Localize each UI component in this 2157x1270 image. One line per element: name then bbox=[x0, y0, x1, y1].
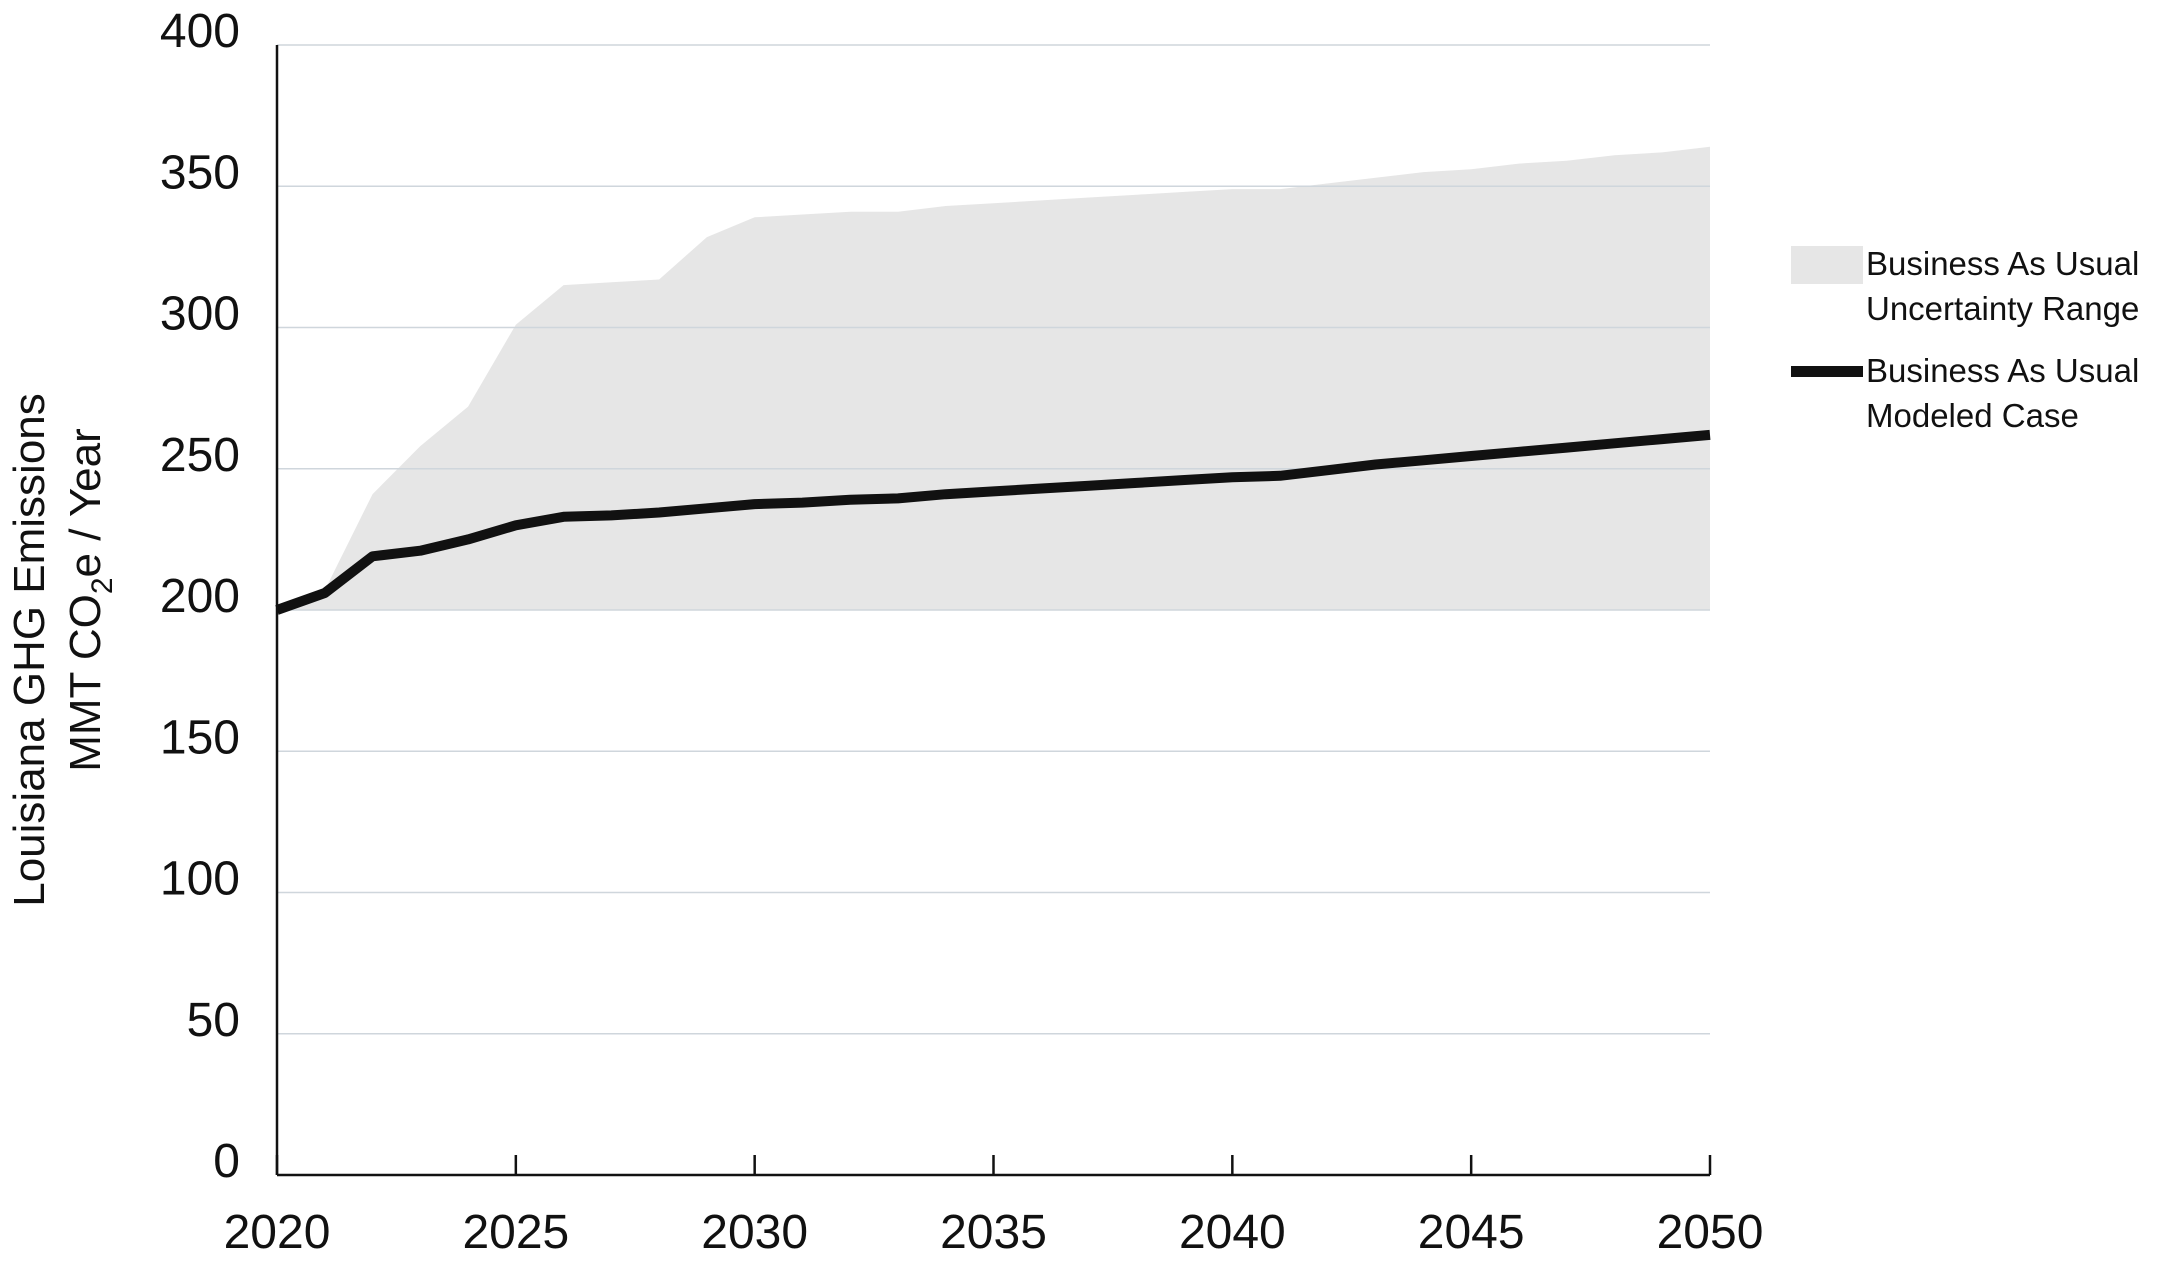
y-axis-title-subscript: 2 bbox=[86, 577, 119, 594]
legend-label-band-line-2: Uncertainty Range bbox=[1866, 290, 2139, 327]
y-tick-label-250: 250 bbox=[160, 429, 240, 482]
modeled-case-line bbox=[275, 429, 1711, 615]
axes bbox=[275, 45, 1712, 1177]
modeled-case-line-layer bbox=[275, 429, 1711, 615]
x-tick-label-2020: 2020 bbox=[224, 1206, 331, 1259]
uncertainty-band-layer bbox=[277, 146, 1710, 610]
uncertainty-band-area bbox=[277, 146, 1710, 610]
y-axis-title-line-1: Louisiana GHG Emissions bbox=[5, 393, 54, 907]
x-tick-label-2035: 2035 bbox=[940, 1206, 1047, 1259]
y-tick-label-400: 400 bbox=[160, 5, 240, 58]
y-tick-label-150: 150 bbox=[160, 711, 240, 764]
legend-label-line-line-1: Business As Usual bbox=[1866, 352, 2139, 389]
x-tick-label-2025: 2025 bbox=[462, 1206, 569, 1259]
legend: Business As Usual Uncertainty Range Busi… bbox=[1791, 245, 2139, 434]
x-tick-label-2040: 2040 bbox=[1179, 1206, 1286, 1259]
y-tick-label-350: 350 bbox=[160, 146, 240, 199]
y-tick-label-0: 0 bbox=[213, 1135, 240, 1188]
gridlines bbox=[277, 44, 1710, 1035]
y-tick-label-200: 200 bbox=[160, 570, 240, 623]
legend-label-line-line-2: Modeled Case bbox=[1866, 397, 2079, 434]
y-tick-label-300: 300 bbox=[160, 288, 240, 341]
x-tick-label-2045: 2045 bbox=[1418, 1206, 1525, 1259]
legend-swatch-line bbox=[1791, 366, 1863, 377]
y-axis-title-prefix: MMT CO bbox=[61, 594, 110, 772]
x-tick-label-2050: 2050 bbox=[1657, 1206, 1764, 1259]
x-tick-label-2030: 2030 bbox=[701, 1206, 808, 1259]
y-tick-labels: 0 50 100 150 200 250 300 350 400 bbox=[160, 5, 240, 1188]
y-axis-title-suffix: e / Year bbox=[61, 428, 110, 577]
legend-label-band-line-1: Business As Usual bbox=[1866, 245, 2139, 282]
x-tick-labels: 2020 2025 2030 2035 2040 2045 2050 bbox=[224, 1206, 1764, 1259]
y-tick-label-100: 100 bbox=[160, 853, 240, 906]
y-tick-label-50: 50 bbox=[187, 994, 240, 1047]
y-axis-title-line-2: MMT CO2e / Year bbox=[61, 428, 119, 772]
legend-swatch-band bbox=[1791, 246, 1863, 284]
